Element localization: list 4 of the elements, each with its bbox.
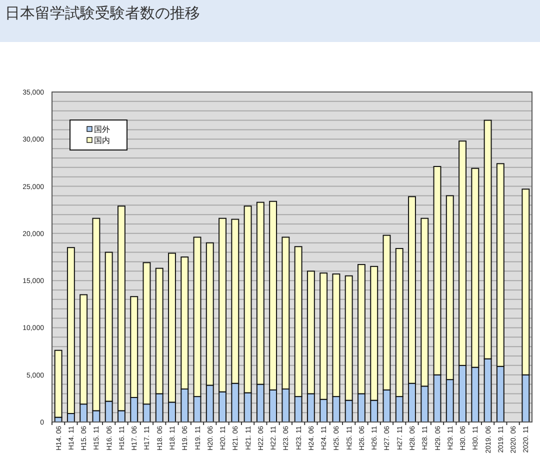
- legend-label: 国内: [94, 136, 110, 145]
- bar: [54, 350, 62, 418]
- chart-title: 日本留学試験受験者数の推移: [5, 4, 200, 23]
- legend-label: 国外: [94, 125, 110, 134]
